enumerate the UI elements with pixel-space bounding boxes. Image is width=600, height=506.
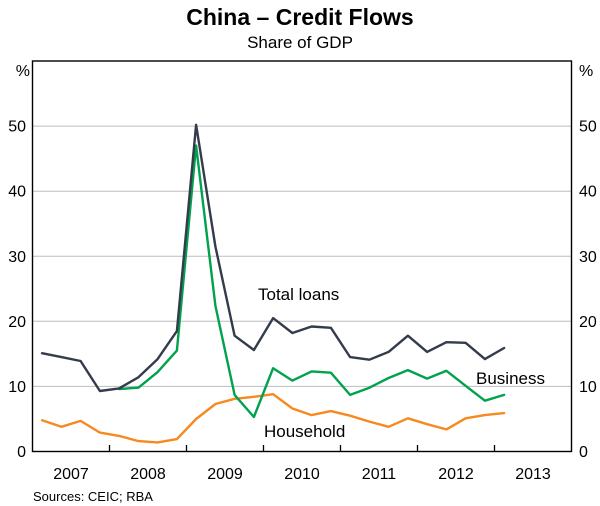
chart-subtitle: Share of GDP (247, 33, 353, 52)
series-line-total-loans (40, 123, 506, 393)
y-label-right-0: 0 (579, 444, 588, 461)
x-label-2009: 2009 (207, 466, 243, 483)
y-axis-unit-right: % (579, 63, 593, 80)
series-label-business: Business (476, 369, 545, 388)
y-label-left-50: 50 (8, 119, 26, 136)
y-label-right-50: 50 (579, 119, 597, 136)
y-label-left-20: 20 (8, 314, 26, 331)
plot-area: Total loans Business Household 0 0 10 10 20 20 30… (8, 60, 597, 483)
chart-title: China – Credit Flows (186, 4, 413, 30)
series-line-household (40, 393, 506, 444)
y-label-right-30: 30 (579, 249, 597, 266)
y-label-right-10: 10 (579, 379, 597, 396)
x-label-2013: 2013 (515, 466, 551, 483)
x-label-2010: 2010 (284, 466, 320, 483)
x-label-2007: 2007 (53, 466, 89, 483)
y-label-left-0: 0 (17, 444, 26, 461)
series-label-household: Household (264, 422, 345, 441)
source-note: Sources: CEIC; RBA (33, 489, 153, 504)
x-label-2011: 2011 (362, 466, 397, 483)
y-label-left-10: 10 (8, 379, 26, 396)
y-label-left-40: 40 (8, 184, 26, 201)
x-label-2012: 2012 (438, 466, 474, 483)
y-label-right-20: 20 (579, 314, 597, 331)
y-label-right-40: 40 (579, 184, 597, 201)
y-axis-unit-left: % (16, 63, 30, 80)
series-label-total-loans: Total loans (258, 285, 339, 304)
plot-border (31, 60, 573, 453)
y-label-left-30: 30 (8, 249, 26, 266)
series-line-business (117, 144, 506, 419)
x-label-2008: 2008 (130, 466, 166, 483)
